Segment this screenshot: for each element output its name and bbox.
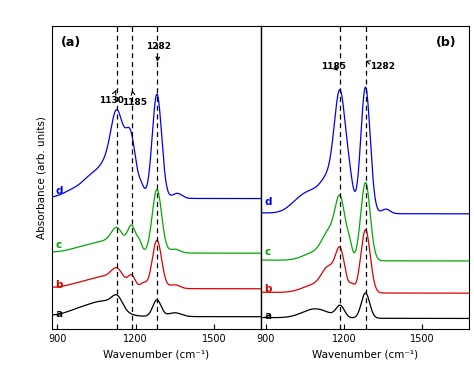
Text: c: c xyxy=(264,247,270,257)
Text: b: b xyxy=(55,280,63,290)
Text: b: b xyxy=(264,284,272,294)
X-axis label: Wavenumber (cm⁻¹): Wavenumber (cm⁻¹) xyxy=(103,349,210,359)
Text: 1130: 1130 xyxy=(99,90,124,105)
X-axis label: Wavenumber (cm⁻¹): Wavenumber (cm⁻¹) xyxy=(312,349,418,359)
Text: d: d xyxy=(55,186,63,196)
Y-axis label: Absorbance (arb. units): Absorbance (arb. units) xyxy=(36,116,46,239)
Text: 1282: 1282 xyxy=(367,61,395,71)
Text: 1282: 1282 xyxy=(146,42,172,60)
Text: a: a xyxy=(55,310,63,319)
Text: 1185: 1185 xyxy=(122,91,147,107)
Text: (b): (b) xyxy=(436,36,457,48)
Text: (a): (a) xyxy=(61,36,81,48)
Text: d: d xyxy=(264,197,272,207)
Text: 1185: 1185 xyxy=(321,62,346,71)
Text: a: a xyxy=(264,310,271,321)
Text: c: c xyxy=(55,240,62,249)
Legend: N-H co-doped, N-H co-doped, N-doped, Ib: N-H co-doped, N-H co-doped, N-doped, Ib xyxy=(374,31,469,82)
